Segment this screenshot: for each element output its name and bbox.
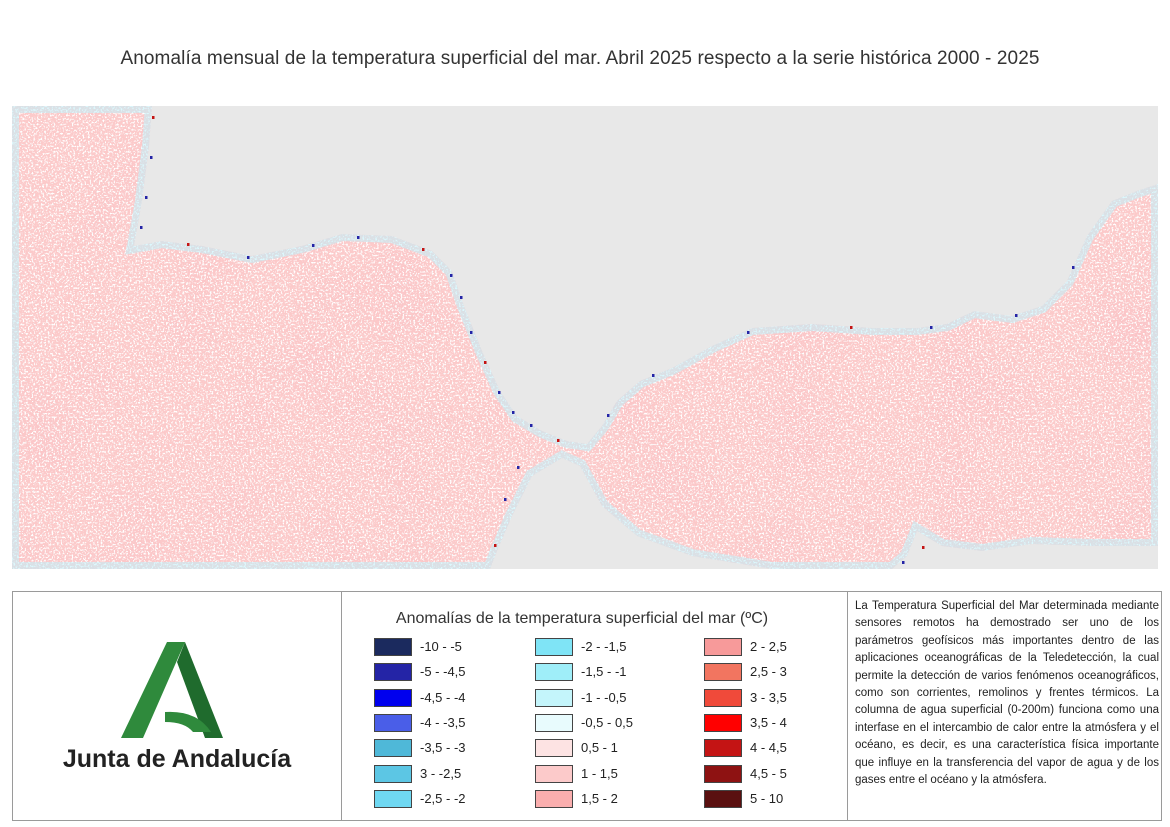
legend-label: 3,5 - 4 xyxy=(750,714,787,730)
coastal-pixel xyxy=(247,256,250,259)
coastal-pixel xyxy=(152,116,155,119)
legend-label: -4,5 - -4 xyxy=(420,689,466,705)
coastal-pixel xyxy=(470,331,473,334)
coastal-pixel xyxy=(517,466,520,469)
coastal-pixel xyxy=(312,244,315,247)
legend-swatch xyxy=(704,713,742,732)
legend: Anomalías de la temperatura superficial … xyxy=(342,592,848,820)
coastal-pixel xyxy=(530,424,533,427)
coastal-pixel xyxy=(460,296,463,299)
legend-label: 2 - 2,5 xyxy=(750,639,787,654)
legend-swatch xyxy=(535,739,573,758)
legend-swatch xyxy=(535,638,573,656)
legend-label: -1,5 - -1 xyxy=(581,664,627,680)
legend-label: 2,5 - 3 xyxy=(750,664,787,680)
coastal-pixel xyxy=(187,243,190,246)
coastal-pixel xyxy=(498,391,501,394)
legend-label: 1,5 - 2 xyxy=(581,790,618,806)
legend-label: 4 - 4,5 xyxy=(750,740,787,756)
legend-swatch xyxy=(374,739,412,758)
legend-label: 3 - 3,5 xyxy=(750,689,787,705)
description-text: La Temperatura Superficial del Mar deter… xyxy=(855,600,1159,787)
info-panel: Junta de Andalucía Anomalías de la tempe… xyxy=(12,591,1162,821)
legend-label: -2,5 - -2 xyxy=(420,790,466,806)
legend-label: 3 - -2,5 xyxy=(420,765,462,781)
coastal-pixel xyxy=(504,498,507,501)
legend-label: -5 - -4,5 xyxy=(420,664,466,680)
legend-swatch xyxy=(704,688,742,707)
legend-label: 4,5 - 5 xyxy=(750,765,787,781)
coastal-pixel xyxy=(145,196,148,199)
legend-swatch xyxy=(704,739,742,758)
legend-label: 0,5 - 1 xyxy=(581,740,618,756)
coastal-pixel xyxy=(747,331,750,334)
coastal-pixel xyxy=(922,546,925,549)
legend-title: Anomalías de la temperatura superficial … xyxy=(395,610,769,627)
legend-label: 1 - 1,5 xyxy=(581,765,618,781)
map-title: Anomalía mensual de la temperatura super… xyxy=(120,48,1040,69)
legend-label: -10 - -5 xyxy=(420,639,462,654)
legend-swatch xyxy=(704,764,742,783)
legend-swatch xyxy=(704,789,742,808)
legend-swatch xyxy=(374,688,412,707)
coastal-pixel xyxy=(1072,266,1075,269)
legend-swatch xyxy=(374,713,412,732)
junta-andalucia-logo-icon xyxy=(121,642,223,738)
legend-swatch xyxy=(374,663,412,682)
coastal-pixel xyxy=(494,544,497,547)
legend-swatch xyxy=(535,764,573,783)
coastal-pixel xyxy=(484,361,487,364)
legend-label: -2 - -1,5 xyxy=(581,639,627,654)
legend-swatch xyxy=(704,638,742,656)
sst-anomaly-map xyxy=(12,106,1158,569)
legend-label: -4 - -3,5 xyxy=(420,714,466,730)
legend-swatch xyxy=(535,688,573,707)
logo-area: Junta de Andalucía xyxy=(13,592,342,820)
legend-swatch xyxy=(535,663,573,682)
coastal-anomaly-pixels xyxy=(140,116,1075,564)
legend-swatch xyxy=(374,638,412,656)
coastal-pixel xyxy=(512,411,515,414)
legend-label: -3,5 - -3 xyxy=(420,740,466,756)
coastal-pixel xyxy=(850,326,853,329)
legend-swatch xyxy=(374,764,412,783)
coastal-pixel xyxy=(557,439,560,442)
coastal-pixel xyxy=(1015,314,1018,317)
coastal-pixel xyxy=(140,226,143,229)
legend-swatch xyxy=(374,789,412,808)
coastal-pixel xyxy=(422,248,425,251)
legend-swatch xyxy=(704,663,742,682)
coastal-pixel xyxy=(357,236,360,239)
coastal-pixel xyxy=(930,326,933,329)
legend-swatch xyxy=(535,789,573,808)
coastal-pixel xyxy=(450,274,453,277)
legend-label: 5 - 10 xyxy=(750,790,784,806)
legend-swatch xyxy=(535,713,573,732)
coastal-pixel xyxy=(150,156,153,159)
legend-label: -1 - -0,5 xyxy=(581,689,627,705)
coastal-pixel xyxy=(607,414,610,417)
coastal-pixel xyxy=(652,374,655,377)
legend-label: -0,5 - 0,5 xyxy=(581,714,634,730)
coastal-pixel xyxy=(902,561,905,564)
junta-andalucia-wordmark: Junta de Andalucía xyxy=(62,745,292,773)
